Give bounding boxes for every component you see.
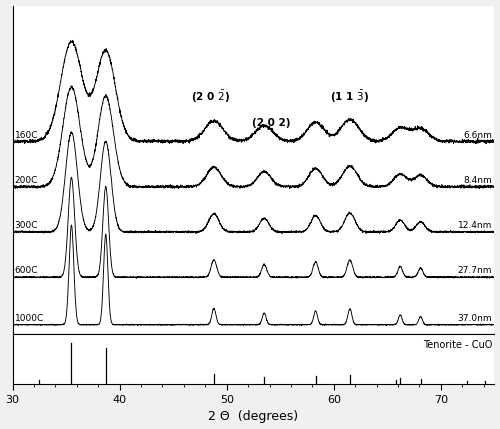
Text: 6.6nm: 6.6nm	[464, 130, 492, 139]
Text: 37.0nm: 37.0nm	[458, 314, 492, 323]
Text: 8.4nm: 8.4nm	[464, 176, 492, 185]
Text: Tenorite - CuO: Tenorite - CuO	[423, 340, 492, 350]
X-axis label: 2 Θ  (degrees): 2 Θ (degrees)	[208, 411, 298, 423]
Text: 600C: 600C	[14, 266, 38, 275]
Text: (1 1 $\bar{3}$): (1 1 $\bar{3}$)	[330, 89, 370, 105]
Text: (2 0 $\bar{2}$): (2 0 $\bar{2}$)	[191, 89, 230, 105]
Text: 27.7nm: 27.7nm	[458, 266, 492, 275]
Text: 300C: 300C	[14, 221, 38, 230]
Text: 12.4nm: 12.4nm	[458, 221, 492, 230]
Text: (2 0 2): (2 0 2)	[252, 118, 291, 128]
Text: 200C: 200C	[14, 176, 38, 185]
Text: 160C: 160C	[14, 130, 38, 139]
Text: 1000C: 1000C	[14, 314, 44, 323]
